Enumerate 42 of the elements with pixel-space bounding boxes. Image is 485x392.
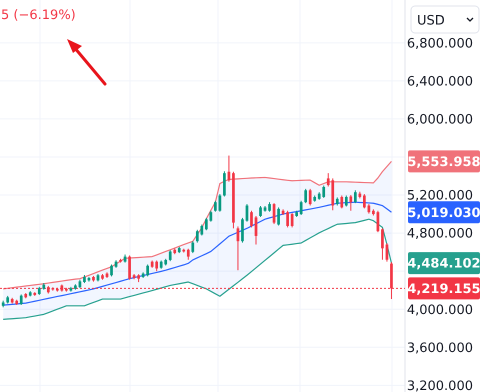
text: USD <box>417 14 445 29</box>
candlestick <box>272 202 276 225</box>
candlestick <box>20 294 23 306</box>
candlestick <box>300 200 303 216</box>
y-tick-label: 4,800.000 <box>406 226 473 242</box>
line-series <box>2 160 392 290</box>
candlestick <box>210 210 212 222</box>
candlestick <box>277 206 280 226</box>
candlestick <box>363 194 366 209</box>
y-tick-label: 3,200.000 <box>406 378 473 392</box>
candlestick <box>326 172 330 187</box>
ref-line-label: 4,219.155 <box>407 282 481 297</box>
y-tick-label: 6,000.000 <box>406 112 473 128</box>
candlestick <box>218 194 222 212</box>
candlestick <box>200 224 204 236</box>
line-series <box>2 218 392 320</box>
candlestick <box>236 226 240 271</box>
data-label: 4,484.102 <box>407 256 481 272</box>
candlestick <box>354 190 357 204</box>
y-tick-label: 6,400.000 <box>406 74 473 90</box>
y-tick-label: 6,800.000 <box>406 36 473 52</box>
candlestick <box>196 229 199 244</box>
candlestick <box>214 200 217 212</box>
annotation: 5 (−6.19%) <box>1 8 76 23</box>
candlestick <box>286 210 289 228</box>
y-tick-label: 3,600.000 <box>406 340 473 356</box>
candlestick <box>191 240 194 254</box>
candlestick <box>308 188 312 206</box>
candlestick <box>223 170 226 197</box>
y-tick-label: 5,200.000 <box>406 188 473 204</box>
candlestick <box>340 195 344 209</box>
candlestick <box>344 195 348 207</box>
data-label: 5,553.958 <box>407 154 481 170</box>
candlestick <box>322 185 326 198</box>
candlestick <box>146 264 149 277</box>
data-label: 5,019.030 <box>407 206 481 221</box>
candlestick <box>155 260 158 272</box>
candlestick <box>168 250 172 262</box>
candlestick <box>204 217 208 231</box>
candlestick <box>368 204 370 214</box>
candlestick <box>290 212 294 228</box>
y-tick-label: 4,000.000 <box>406 302 473 318</box>
